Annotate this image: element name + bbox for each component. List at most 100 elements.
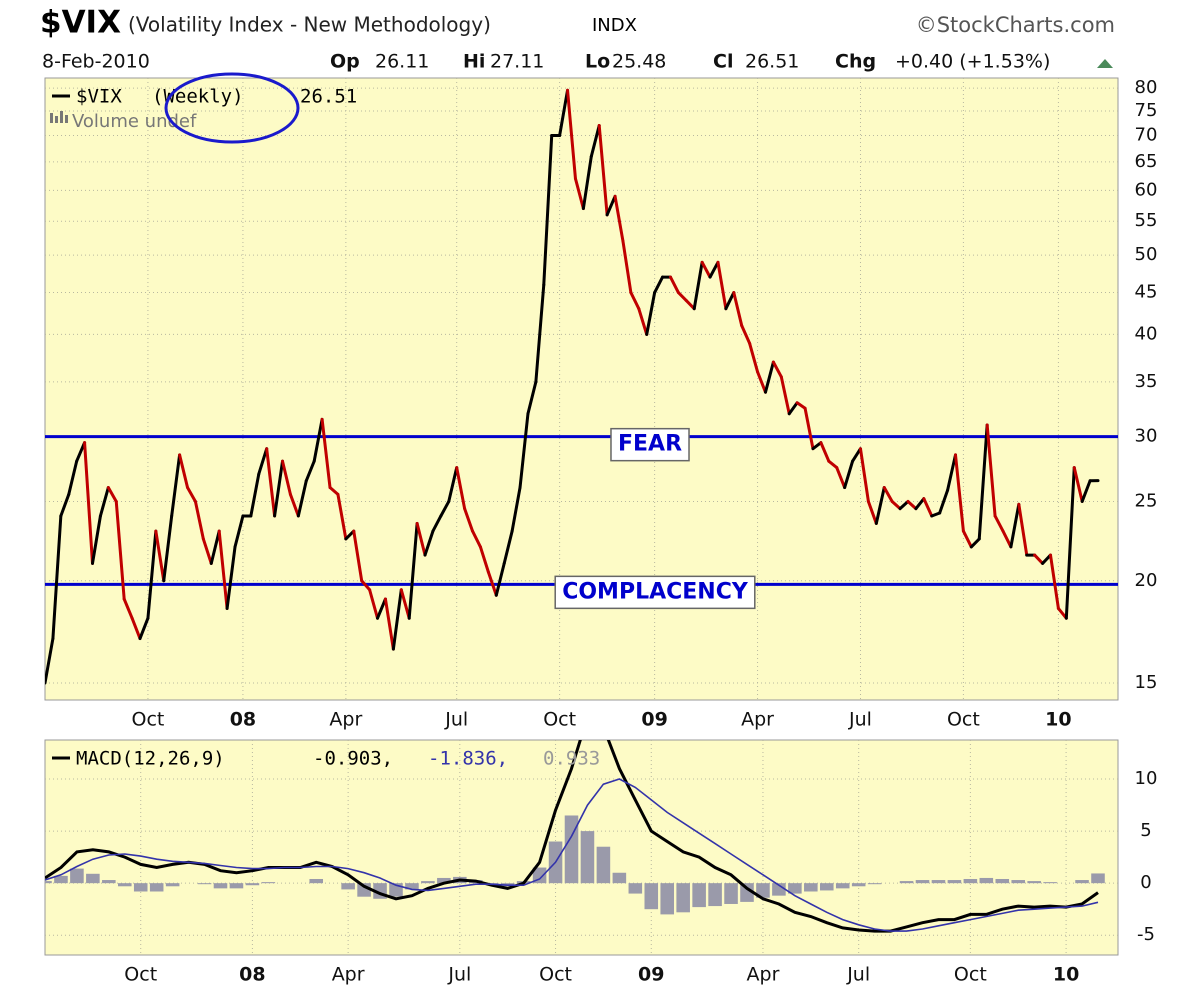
price-segment [352, 529, 364, 583]
histogram-bar [149, 883, 164, 892]
quote-value: 26.11 [375, 51, 429, 73]
y-tick-label: 55 [1135, 210, 1158, 231]
price-segment [953, 453, 965, 533]
price-segment [59, 492, 71, 518]
price-segment [383, 597, 395, 651]
price-segment [249, 472, 261, 518]
x-tick-label: 08 [230, 709, 256, 731]
price-segment [304, 459, 316, 483]
x-tick-label: Oct [124, 964, 157, 986]
histogram-bar [692, 883, 706, 908]
price-segment [98, 486, 110, 518]
quote: Op 26.11 Hi 27.11 Lo 25.48 Cl 26.51 Chg +0.40 (+1… [330, 51, 1050, 73]
histogram-bar [564, 815, 579, 884]
price-segment [281, 459, 292, 496]
price-segment [542, 134, 554, 287]
price-segment [463, 507, 475, 533]
price-segment [265, 447, 277, 518]
y-tick-label: 20 [1135, 570, 1158, 591]
quote-value: 27.11 [490, 51, 544, 73]
exchange: INDX [592, 15, 637, 36]
x-tick-label: 10 [1045, 709, 1071, 731]
price-segment [478, 545, 490, 574]
histogram-bar [979, 877, 994, 884]
price-segment [328, 486, 340, 496]
price-segment [1041, 553, 1052, 565]
price-segment [946, 453, 957, 492]
price-segment [819, 441, 831, 463]
histogram-bar [1091, 873, 1105, 884]
price-segment [1033, 553, 1045, 565]
histogram-bar [117, 883, 132, 887]
histogram-bar [660, 883, 675, 915]
x-tick-label: Jul [846, 964, 870, 986]
y-tick-label: 5 [1140, 820, 1151, 841]
price-segment [288, 492, 300, 518]
price-segment [233, 514, 245, 549]
price-segment [597, 124, 609, 217]
price-segment [843, 459, 855, 490]
quote-label: Op [330, 51, 360, 73]
histogram-bar [947, 880, 962, 884]
price-segment [170, 453, 182, 518]
price-segment [178, 453, 190, 490]
price-segment [938, 488, 950, 515]
histogram-bar [899, 881, 914, 884]
volume-icon [50, 113, 53, 123]
histogram-bar [532, 867, 547, 884]
price-segment [51, 514, 63, 641]
histogram-bar [1027, 881, 1041, 884]
circle-annotation [164, 72, 300, 144]
x-tick-label: Oct [543, 709, 576, 731]
price-segment [122, 597, 134, 620]
x-tick-label: Oct [954, 964, 987, 986]
macd-layer: -5 0 5 10 Oct 08 Apr Jul Oct 09 Apr Jul Oct 10 [45, 740, 1157, 986]
price-segment [447, 466, 459, 503]
histogram-bar [309, 878, 324, 884]
histogram-bar [644, 883, 659, 910]
x-tick-label: Apr [741, 709, 774, 731]
price-segment [866, 499, 878, 525]
price-segment [740, 324, 752, 345]
price-segment [91, 514, 102, 565]
price-segment [676, 291, 688, 303]
y-tick-label: 15 [1135, 672, 1158, 693]
price-segment [581, 154, 593, 211]
price-segment [700, 260, 712, 279]
plot [45, 740, 1105, 933]
histogram-bar [628, 883, 643, 894]
histogram-bar [437, 877, 451, 884]
histogram-bar [1075, 880, 1089, 884]
histogram-bar [867, 883, 882, 885]
price-segment [803, 406, 815, 451]
histogram-bar [1011, 880, 1026, 884]
price-segment [502, 529, 514, 565]
quote-value: 26.51 [745, 51, 799, 73]
price-segment [162, 514, 174, 583]
histogram-bar [421, 881, 435, 884]
histogram-bar [102, 880, 116, 884]
price-segment [494, 561, 506, 597]
histogram-bar [963, 878, 978, 884]
source: ©StockCharts.com [916, 13, 1115, 37]
histogram-bar [724, 883, 738, 904]
y-tick-label: -5 [1137, 924, 1155, 945]
price-segment [423, 529, 435, 557]
price-segment [851, 447, 862, 463]
legend-value: 0.933 [543, 748, 600, 770]
histogram-bar [165, 883, 180, 887]
histogram-bar [596, 846, 611, 884]
x-tick-label: Apr [747, 964, 780, 986]
price-segment [368, 588, 380, 620]
price-segment [961, 529, 973, 549]
price-segment [645, 291, 657, 336]
price-segment [748, 341, 760, 374]
price-segment [455, 466, 467, 511]
histogram-bar [580, 831, 595, 884]
price-segment [716, 260, 728, 311]
price-segment [922, 497, 934, 518]
legend-value: -1.836, [428, 748, 508, 770]
price-segment [708, 260, 720, 279]
price-segment [993, 514, 1005, 533]
plot [45, 88, 1118, 685]
